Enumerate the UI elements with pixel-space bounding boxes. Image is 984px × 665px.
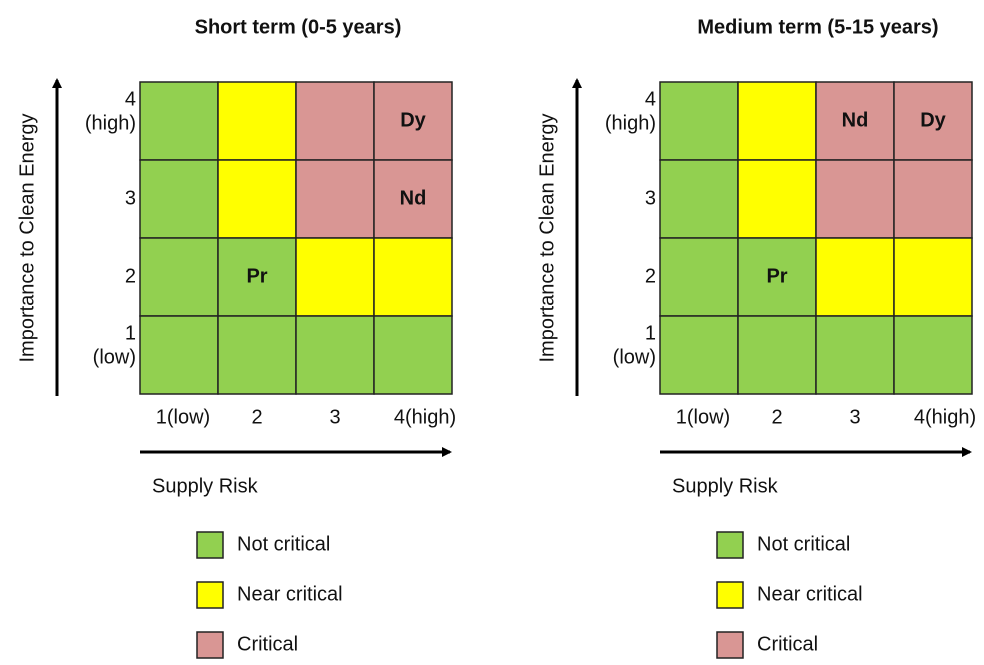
matrix-cell [139, 237, 219, 317]
matrix-cell [659, 237, 739, 317]
x-axis-label: Supply Risk [672, 475, 779, 497]
y-axis-label: Importance to Clean Energy [16, 113, 38, 362]
y-tick-label: 1 [125, 322, 136, 344]
matrix-cell [659, 159, 739, 239]
matrix-cell [373, 81, 453, 161]
matrix-cell [737, 81, 817, 161]
y-tick-label: 2 [645, 265, 656, 287]
y-tick-label: (low) [93, 346, 136, 368]
matrix-cell [373, 159, 453, 239]
x-tick-label: 4(high) [394, 406, 456, 428]
matrix-cell [217, 315, 297, 395]
y-tick-label: (low) [613, 346, 656, 368]
legend-label: Not critical [757, 533, 850, 555]
matrix-cell [139, 159, 219, 239]
cell-label: Pr [246, 265, 267, 287]
matrix-cell [139, 315, 219, 395]
matrix-cell [737, 315, 817, 395]
matrix-cell [893, 81, 973, 161]
matrix-cell [373, 237, 453, 317]
y-tick-label: (high) [605, 112, 656, 134]
legend-swatch [196, 531, 224, 559]
matrix-cell [893, 237, 973, 317]
matrix-cell [295, 159, 375, 239]
panel-title: Medium term (5-15 years) [697, 16, 938, 38]
matrix-cell [217, 81, 297, 161]
x-tick-label: 2 [251, 406, 262, 428]
matrix-cell [295, 237, 375, 317]
matrix-cell [893, 159, 973, 239]
cell-label: Dy [400, 109, 426, 131]
x-axis-label: Supply Risk [152, 475, 259, 497]
y-axis-label: Importance to Clean Energy [536, 113, 558, 362]
cell-label: Nd [842, 109, 869, 131]
matrix-cell [815, 315, 895, 395]
panel-title: Short term (0-5 years) [195, 16, 402, 38]
legend-swatch [716, 631, 744, 659]
x-tick-label: 3 [849, 406, 860, 428]
legend-label: Near critical [237, 583, 343, 605]
panel: Short term (0-5 years) Dy Nd Pr 4(high) 3 2 1(l… [16, 16, 456, 659]
matrix-cell [139, 81, 219, 161]
matrix-cell [737, 159, 817, 239]
legend-label: Not critical [237, 533, 330, 555]
matrix-cell [737, 237, 817, 317]
y-tick-label: 1 [645, 322, 656, 344]
y-tick-label: 3 [645, 187, 656, 209]
matrix-cell [295, 315, 375, 395]
panel: Medium term (5-15 years) Nd Dy Pr 4(high) 3 2 1… [536, 16, 976, 659]
cell-label: Pr [766, 265, 787, 287]
matrix-cell [373, 315, 453, 395]
matrix-cell [217, 237, 297, 317]
x-tick-label: 4(high) [914, 406, 976, 428]
legend-swatch [716, 531, 744, 559]
matrix-cell [815, 237, 895, 317]
y-tick-label: 4 [125, 88, 136, 110]
matrix-cell [217, 159, 297, 239]
y-tick-label: 2 [125, 265, 136, 287]
y-tick-label: 4 [645, 88, 656, 110]
y-tick-label: 3 [125, 187, 136, 209]
x-tick-label: 3 [329, 406, 340, 428]
legend-swatch [716, 581, 744, 609]
x-tick-label: 2 [771, 406, 782, 428]
cell-label: Dy [920, 109, 946, 131]
legend-label: Critical [757, 633, 818, 655]
cell-label: Nd [400, 187, 427, 209]
legend-swatch [196, 631, 224, 659]
legend-swatch [196, 581, 224, 609]
legend-label: Near critical [757, 583, 863, 605]
x-tick-label: 1(low) [676, 406, 730, 428]
x-tick-label: 1(low) [156, 406, 210, 428]
matrix-cell [893, 315, 973, 395]
matrix-cell [295, 81, 375, 161]
matrix-cell [659, 315, 739, 395]
legend-label: Critical [237, 633, 298, 655]
matrix-cell [815, 159, 895, 239]
y-tick-label: (high) [85, 112, 136, 134]
matrix-cell [815, 81, 895, 161]
matrix-cell [659, 81, 739, 161]
